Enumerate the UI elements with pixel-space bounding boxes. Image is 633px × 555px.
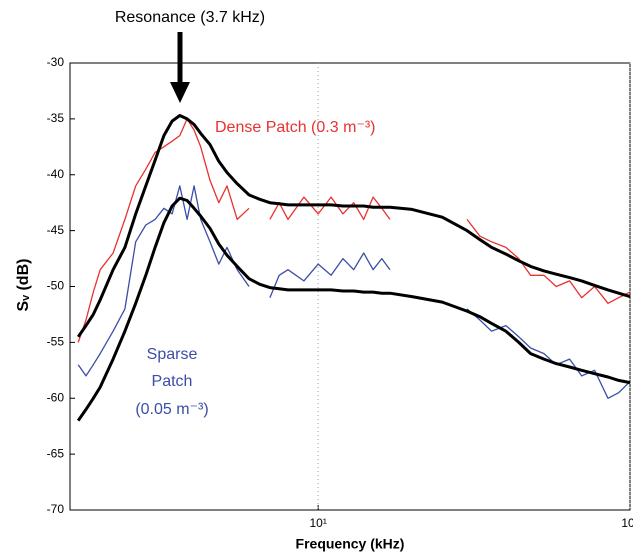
y-tick-label: -55 bbox=[47, 335, 65, 349]
y-tick-label: -60 bbox=[47, 390, 65, 404]
y-tick-label: -35 bbox=[47, 111, 65, 125]
x-axis-label: Frequency (kHz) bbox=[296, 536, 405, 552]
resonance-annotation: Resonance (3.7 kHz) bbox=[115, 9, 265, 26]
y-tick-label: -65 bbox=[47, 446, 65, 460]
y-axis-label: Sᵥ (dB) bbox=[15, 259, 32, 312]
sparse-annotation: Patch bbox=[152, 373, 193, 390]
y-tick-label: -30 bbox=[47, 55, 65, 69]
y-tick-label: -70 bbox=[47, 502, 65, 516]
series-line bbox=[76, 196, 631, 422]
x-tick-label: 10² bbox=[621, 516, 633, 530]
series-line bbox=[76, 114, 631, 338]
y-tick-label: -45 bbox=[47, 223, 65, 237]
resonance-arrow-head bbox=[170, 82, 190, 103]
x-tick-label: 10¹ bbox=[310, 516, 327, 530]
sparse-annotation: (0.05 m⁻³) bbox=[135, 401, 208, 418]
dense-annotation: Dense Patch (0.3 m⁻³) bbox=[215, 119, 376, 136]
y-tick-label: -50 bbox=[47, 279, 65, 293]
y-tick-label: -40 bbox=[47, 167, 65, 181]
sparse-annotation: Sparse bbox=[147, 346, 198, 363]
